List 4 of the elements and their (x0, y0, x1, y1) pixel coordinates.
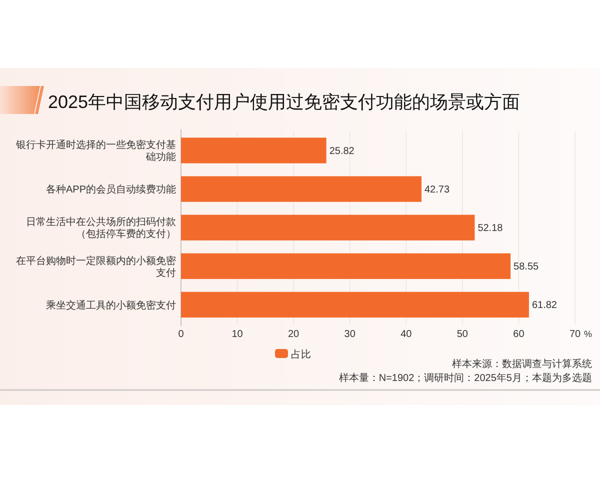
annotation: 样本来源：数据调查与计算系统 (452, 359, 592, 370)
title: 2025年中国移动支付用户使用过免密支付功能的场景或方面 (48, 92, 520, 112)
annotation: 样本量：N=1902；调研时间：2025年5月；本题为多选题 (338, 373, 592, 384)
xlabel: % (584, 329, 592, 339)
